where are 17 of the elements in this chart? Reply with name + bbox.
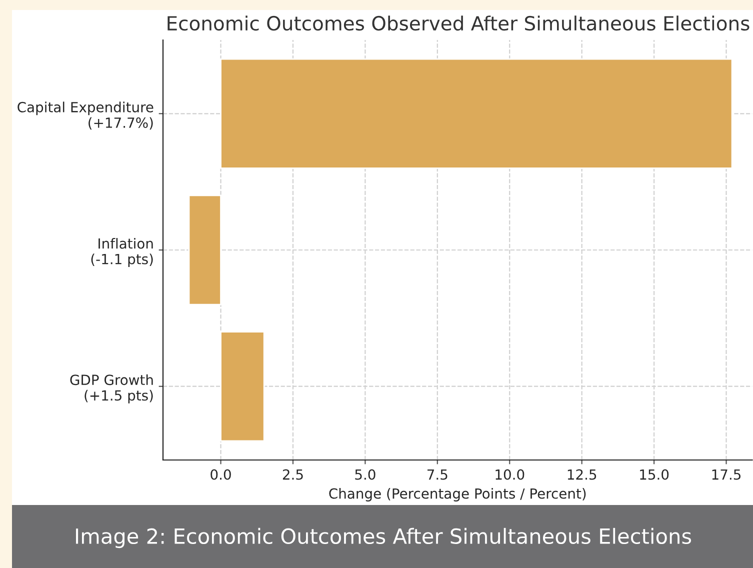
x-tick-label: 5.0 [355,469,376,480]
bar [220,58,733,169]
bar [220,331,265,442]
x-tick-label: 10.0 [496,469,524,480]
y-tick-label: Inflation (-1.1 pts) [91,238,153,267]
y-tick-label: GDP Growth (+1.5 pts) [70,374,153,404]
x-tick-label: 17.5 [712,469,740,480]
x-tick-label: 12.5 [568,469,596,480]
x-tick-label: 7.5 [428,469,448,480]
y-tick-label: Capital Expenditure (+17.7%) [18,102,154,130]
text: Image 2: Economic Outcomes After Simultaneous Elections [76,528,692,548]
x-tick-label: 2.5 [282,469,303,480]
x-axis-title: Change (Percentage Points / Percent) [329,488,586,502]
chart-title: Economic Outcomes Observed After Simultaneous Elections [168,16,750,31]
bar [188,194,222,306]
x-tick-label: 15.0 [640,469,669,480]
x-tick-label: 0.0 [210,469,231,480]
